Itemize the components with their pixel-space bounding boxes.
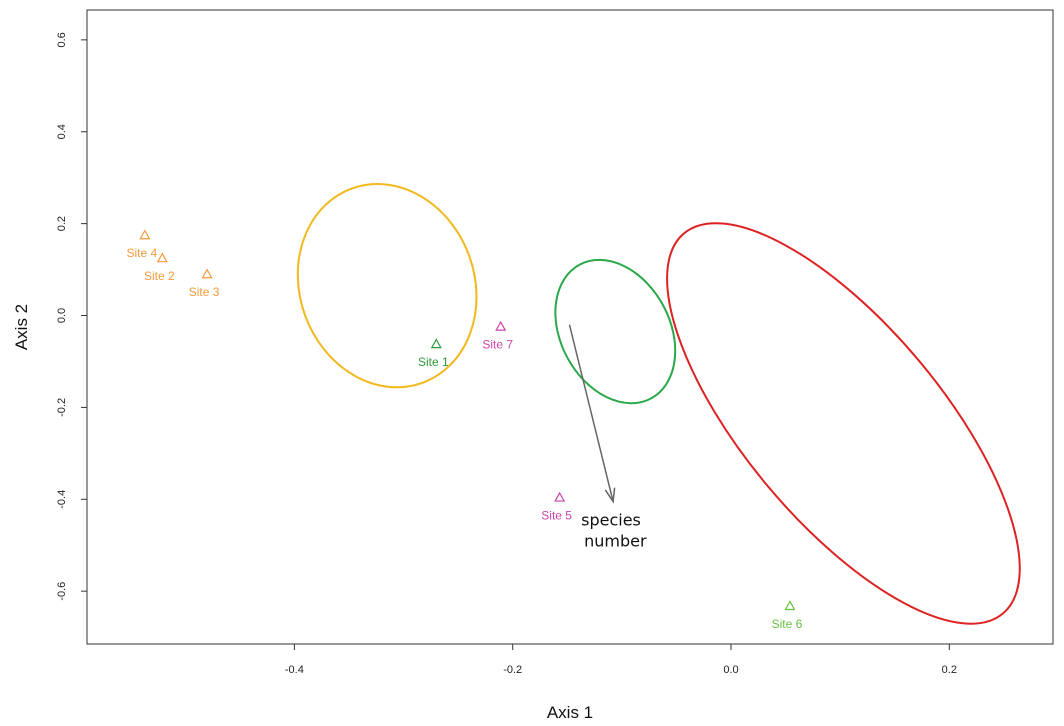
plot-frame [86,9,1054,645]
site-point-marker [156,252,168,263]
x-tick-label: 0.2 [942,664,957,676]
ellipse-3 [666,222,1021,625]
vector-arrow [568,324,614,502]
y-tick-label: -0.2 [56,398,68,417]
y-tick-label: -0.4 [56,490,68,509]
site-point-label: Site 2 [144,269,175,283]
environmental-vectors: species number [568,324,647,551]
y-tick-label: 0.2 [56,216,68,231]
vector-label: species number [581,511,647,551]
site-point-marker [201,268,213,279]
site-point-marker [430,338,442,349]
vector-arrowhead [604,487,616,504]
site-point-marker [554,491,566,502]
y-tick-label: 0.6 [56,32,68,47]
site-point-label: Site 4 [127,246,158,260]
x-tick-label: -0.4 [285,664,304,676]
y-tick-label: 0.0 [56,308,68,323]
site-points: Site 4 Site 2 Site 3 Site 1 Site 7 Site 5 Site… [127,229,803,631]
x-tick-label: 0.0 [723,664,738,676]
axes: -0.4 -0.2 0.0 0.2 -0.6 -0.4 -0.2 0.0 0.2 0.4 0.6 [56,32,957,676]
site-point-marker [784,600,796,611]
ellipse-1 [296,183,478,389]
site-point-label: Site 7 [482,338,513,352]
site-point-marker [495,320,507,331]
y-axis-title: Axis 2 [12,304,31,350]
site-point-label: Site 6 [772,617,803,631]
site-point-label: Site 3 [189,285,220,299]
ellipse-2 [554,258,677,405]
x-tick-label: -0.2 [503,664,522,676]
x-axis-title: Axis 1 [547,703,593,722]
site-point-label: Site 1 [418,355,449,369]
site-point-marker [139,229,151,240]
confidence-ellipses [296,183,1021,625]
site-point-label: Site 5 [541,508,572,522]
y-tick-label: -0.6 [56,582,68,601]
y-tick-label: 0.4 [56,124,68,139]
